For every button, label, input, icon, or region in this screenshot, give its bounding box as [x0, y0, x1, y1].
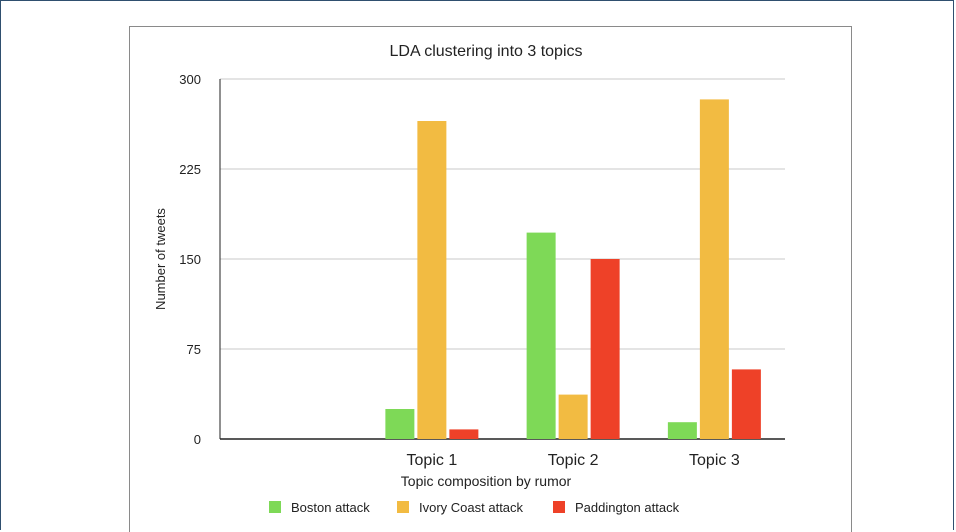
- bar-boston-attack: [385, 409, 415, 439]
- chart-panel: [129, 26, 852, 532]
- legend-swatch: [269, 501, 281, 513]
- x-tick-label: Topic 2: [548, 452, 599, 469]
- y-tick-label: 75: [187, 342, 201, 357]
- y-tick-label: 0: [194, 432, 201, 447]
- y-axis-label: Number of tweets: [153, 208, 168, 310]
- y-tick-label: 300: [179, 72, 201, 87]
- x-axis-label: Topic composition by rumor: [401, 473, 572, 489]
- x-tick-label: Topic 3: [689, 452, 740, 469]
- bar-paddington-attack: [731, 369, 761, 439]
- bar-paddington-attack: [449, 429, 479, 439]
- bar-boston-attack: [526, 232, 556, 439]
- legend-label: Ivory Coast attack: [419, 500, 524, 515]
- chart-title: LDA clustering into 3 topics: [390, 43, 583, 60]
- bar-ivory-coast-attack: [558, 394, 588, 439]
- legend-swatch: [553, 501, 565, 513]
- y-tick-label: 150: [179, 252, 201, 267]
- legend-swatch: [397, 501, 409, 513]
- bar-ivory-coast-attack: [417, 121, 447, 439]
- legend: Boston attack Ivory Coast attack Paddingto…: [269, 500, 680, 515]
- y-tick-label: 225: [179, 162, 201, 177]
- bar-ivory-coast-attack: [699, 99, 729, 440]
- bar-boston-attack: [667, 422, 697, 439]
- x-tick-label: Topic 1: [407, 452, 458, 469]
- legend-label: Boston attack: [291, 500, 370, 515]
- bar-paddington-attack: [590, 259, 620, 439]
- legend-label: Paddington attack: [575, 500, 680, 515]
